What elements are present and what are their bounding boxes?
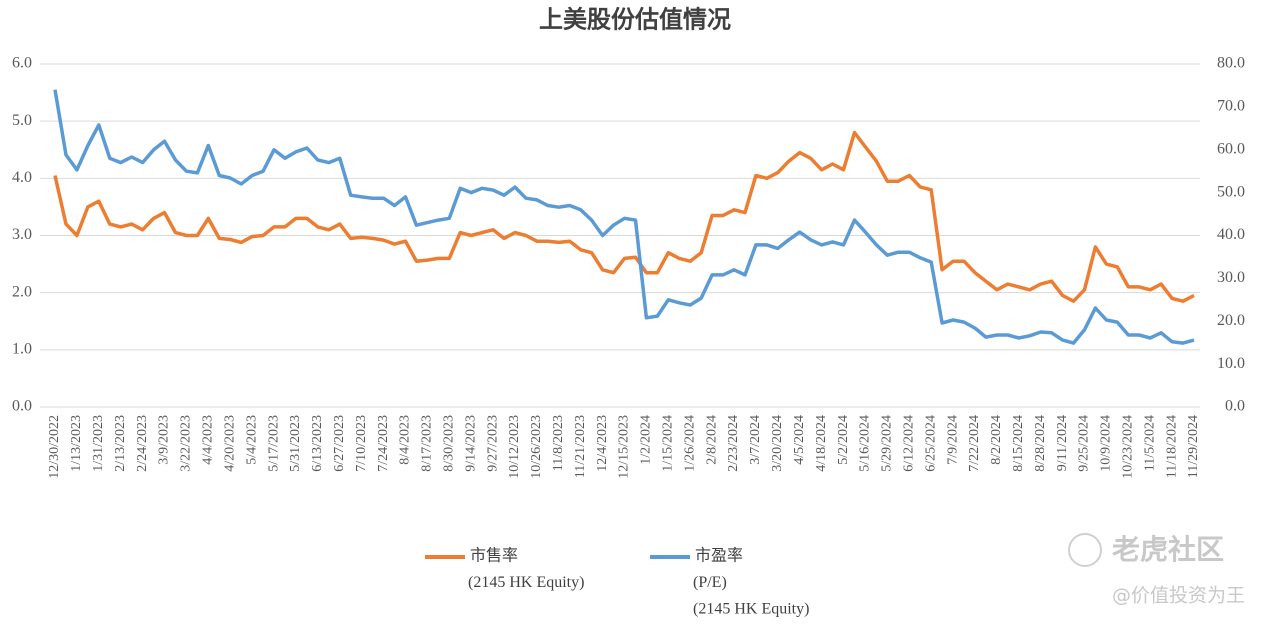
x-tick-label: 1/26/2024 [682,415,697,472]
x-tick-label: 12/30/2022 [47,415,62,479]
legend-item: 市售率 (2145 HK Equity) [425,547,584,591]
x-tick-label: 2/8/2024 [704,415,719,465]
x-tick-label: 7/10/2023 [354,415,369,472]
x-tick-label: 5/16/2024 [858,415,873,472]
x-tick-label: 1/13/2023 [69,415,84,472]
y2-tick-label: 20.0 [1217,312,1245,329]
legend-label: (2145 HK Equity) [693,601,809,618]
x-tick-label: 9/14/2023 [463,415,478,472]
x-tick-label: 5/17/2023 [266,415,281,472]
x-tick-label: 12/15/2023 [617,415,632,479]
x-tick-label: 5/2/2024 [836,415,851,465]
x-tick-label: 4/20/2023 [222,415,237,472]
chart-title: 上美股份估值情况 [539,6,731,34]
legend-label: 市盈率 [695,547,743,565]
series-line [53,89,1195,345]
x-tick-label: 4/5/2024 [792,415,807,465]
x-tick-label: 7/24/2023 [376,415,391,472]
y2-tick-label: 30.0 [1217,269,1245,286]
watermark-author: @价值投资为王 [1112,585,1245,607]
y-tick-label: 1.0 [12,341,32,358]
y2-tick-label: 50.0 [1217,183,1245,200]
y-tick-label: 4.0 [12,169,32,186]
y-tick-label: 3.0 [12,226,32,243]
x-tick-label: 1/31/2023 [91,415,106,472]
watermark: 老虎社区 @价值投资为王 [1068,533,1245,607]
x-tick-label: 11/18/2024 [1164,415,1179,478]
legend-label: (2145 HK Equity) [468,574,584,591]
x-tick-label: 10/12/2023 [507,415,522,479]
series-line [53,130,1195,303]
y2-tick-label: 40.0 [1217,226,1245,243]
x-tick-label: 10/9/2024 [1099,415,1114,472]
x-tick-label: 6/13/2023 [310,415,325,472]
x-tick-label: 8/15/2024 [1011,415,1026,472]
y-tick-label: 5.0 [12,112,32,129]
x-tick-label: 10/26/2023 [529,415,544,479]
legend-label: (P/E) [693,574,727,591]
x-tick-label: 8/17/2023 [420,415,435,472]
y2-tick-label: 80.0 [1217,55,1245,72]
x-tick-label: 4/18/2024 [814,415,829,472]
x-tick-label: 6/12/2024 [901,415,916,472]
y-tick-label: 6.0 [12,55,32,72]
x-tick-label: 5/29/2024 [880,415,895,472]
x-tick-label: 6/25/2024 [923,415,938,472]
x-tick-label: 11/8/2023 [551,415,566,471]
x-tick-label: 8/30/2023 [441,415,456,472]
y-tick-label: 2.0 [12,283,32,300]
x-tick-label: 8/28/2024 [1033,415,1048,472]
x-tick-label: 2/13/2023 [113,415,128,472]
x-tick-label: 1/15/2024 [661,415,676,472]
x-tick-label: 11/21/2023 [573,415,588,478]
y2-tick-label: 70.0 [1217,98,1245,115]
x-tick-label: 9/27/2023 [485,415,500,472]
x-tick-label: 7/22/2024 [967,415,982,472]
y2-tick-label: 0.0 [1225,398,1245,415]
watermark-logo [1068,533,1102,567]
x-tick-label: 3/7/2024 [748,415,763,465]
x-tick-label: 2/23/2024 [726,415,741,472]
x-tick-label: 11/5/2024 [1142,415,1157,471]
x-tick-label: 9/25/2024 [1077,415,1092,472]
x-tick-label: 2/24/2023 [135,415,150,472]
x-tick-label: 7/9/2024 [945,415,960,465]
y-tick-label: 0.0 [12,398,32,415]
x-tick-label: 1/2/2024 [639,415,654,465]
watermark-brand: 老虎社区 [1112,533,1224,566]
x-tick-label: 8/4/2023 [398,415,413,465]
x-tick-label: 4/4/2023 [201,415,216,465]
x-tick-label: 12/4/2023 [595,415,610,472]
legend-label: 市售率 [470,547,518,565]
x-tick-label: 3/9/2023 [157,415,172,465]
legend-item: 市盈率 (P/E) (2145 HK Equity) [650,547,809,618]
x-tick-label: 8/2/2024 [989,415,1004,465]
x-tick-label: 5/31/2023 [288,415,303,472]
x-tick-label: 11/29/2024 [1186,415,1201,478]
x-tick-label: 10/23/2024 [1121,415,1136,479]
y2-tick-label: 10.0 [1217,355,1245,372]
x-tick-label: 9/11/2024 [1055,415,1070,471]
x-tick-label: 6/27/2023 [332,415,347,472]
x-tick-label: 3/20/2024 [770,415,785,472]
y2-tick-label: 60.0 [1217,140,1245,157]
x-tick-label: 5/4/2023 [244,415,259,465]
x-tick-label: 3/22/2023 [179,415,194,472]
